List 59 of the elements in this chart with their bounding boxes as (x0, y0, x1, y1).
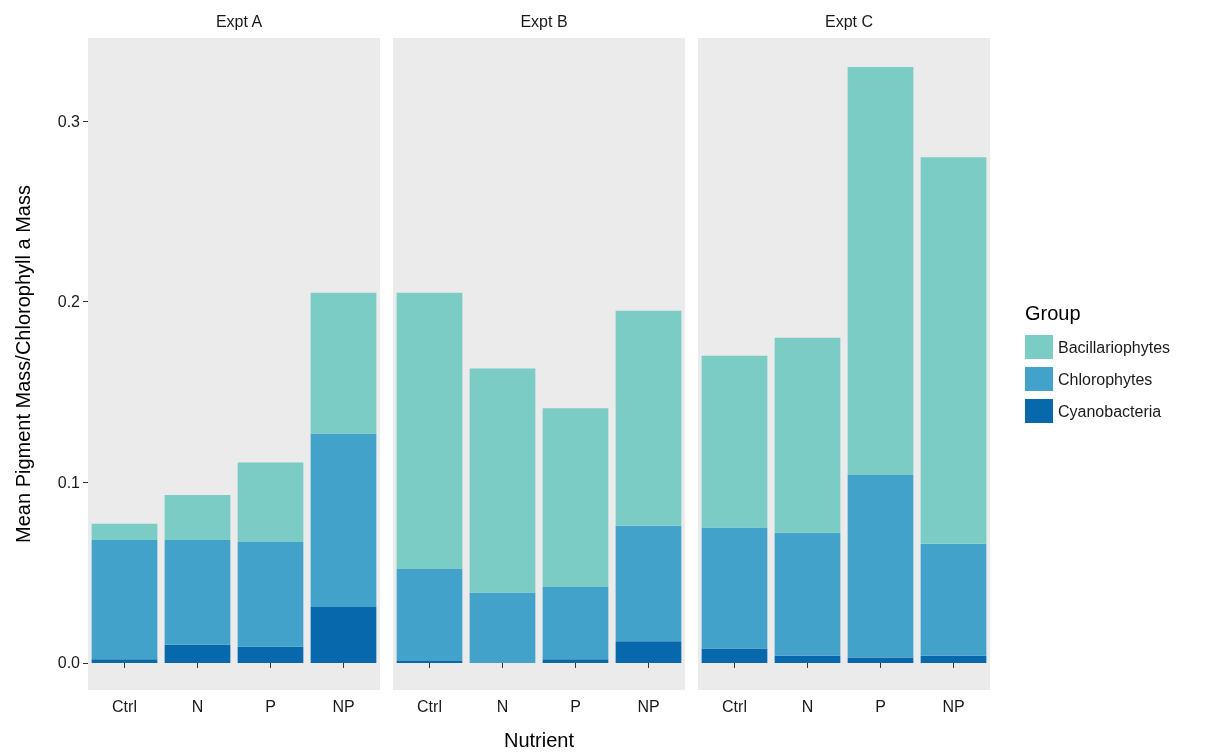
x-tick-label: Ctrl (417, 697, 442, 715)
bar (310, 433, 377, 607)
bar (237, 541, 304, 647)
y-axis-title: Mean Pigment Mass/Chlorophyll a Mass (12, 185, 34, 543)
x-tick-label: Ctrl (112, 697, 137, 715)
x-tick-label: N (496, 697, 509, 715)
bar (615, 525, 682, 642)
bar (847, 657, 914, 663)
bar (847, 475, 914, 658)
y-tick-label: 0.2 (57, 293, 81, 311)
legend-label: Chlorophytes (1058, 370, 1153, 388)
bar (774, 337, 841, 533)
chart-title: Expt B (520, 12, 568, 30)
bar (615, 310, 682, 526)
bar (396, 568, 463, 662)
x-tick-label: N (191, 697, 204, 715)
bar (237, 462, 304, 542)
bar (310, 606, 377, 663)
bar (774, 532, 841, 656)
bar (847, 66, 914, 476)
bar (91, 659, 158, 663)
bar (396, 292, 463, 569)
legend-title: Group (1025, 302, 1081, 324)
x-tick-label: P (875, 697, 886, 715)
legend-label: Bacillariophytes (1058, 338, 1171, 356)
legend-label: Cyanobacteria (1058, 402, 1162, 420)
chart-title: Expt A (215, 12, 263, 30)
bar (164, 540, 231, 645)
y-tick-label: 0.1 (57, 473, 81, 491)
bar (91, 523, 158, 541)
bar (701, 527, 768, 649)
bar (469, 592, 536, 663)
bar (701, 648, 768, 663)
x-tick-label: Ctrl (722, 697, 747, 715)
bar (920, 157, 987, 544)
bar (542, 587, 609, 660)
x-tick-label: N (801, 697, 814, 715)
bar (920, 655, 987, 663)
x-tick-label: NP (637, 697, 660, 715)
bar (310, 292, 377, 434)
x-tick-label: P (570, 697, 581, 715)
bar (469, 368, 536, 593)
y-tick-label: 0.3 (57, 112, 81, 130)
x-tick-label: NP (942, 697, 965, 715)
bar (920, 543, 987, 656)
bar (542, 408, 609, 588)
bar (164, 494, 231, 541)
bar (615, 641, 682, 663)
x-tick-label: NP (332, 697, 355, 715)
bar (542, 659, 609, 663)
bar (701, 355, 768, 528)
bar (164, 644, 231, 663)
y-tick-label: 0.0 (57, 654, 81, 672)
bar (237, 646, 304, 663)
bar (774, 655, 841, 663)
bar (91, 540, 158, 660)
x-tick-label: P (265, 697, 276, 715)
x-axis-title: Nutrient (503, 729, 575, 751)
chart-title: Expt C (824, 12, 874, 30)
